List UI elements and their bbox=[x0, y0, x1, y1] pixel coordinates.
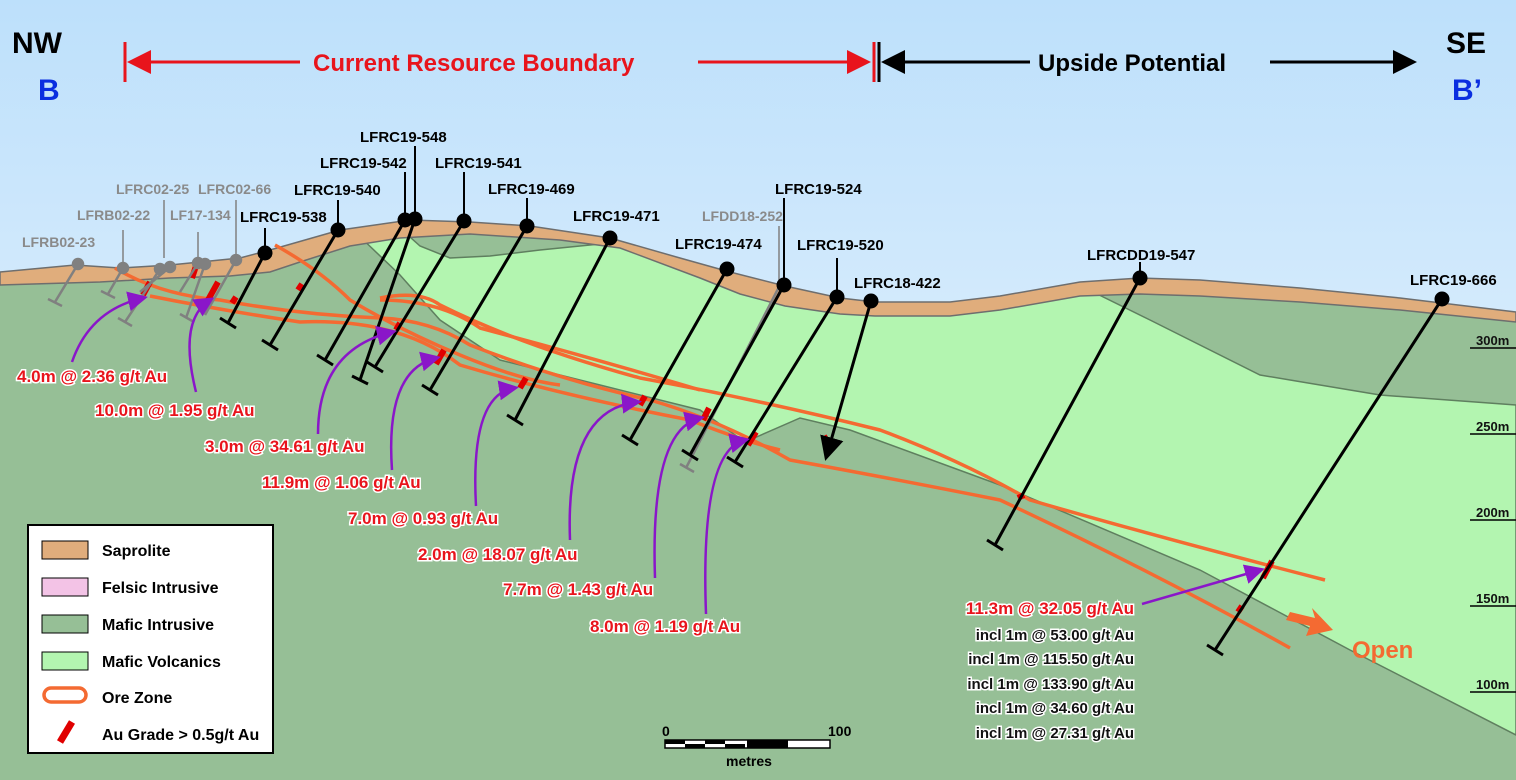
scale_bar-unit: metres bbox=[726, 753, 772, 769]
open-label: Open bbox=[1352, 637, 1413, 664]
intercept-arrows bbox=[70, 291, 1265, 615]
upside-label: Upside Potential bbox=[1038, 50, 1226, 77]
legend-1-label: Felsic Intrusive bbox=[102, 580, 219, 597]
resource-boundary-label: Current Resource Boundary bbox=[313, 50, 635, 77]
drillholes-active-11: LFRCDD19-547 bbox=[1087, 247, 1195, 264]
intercepts-8: 11.3m @ 32.05 g/t Au bbox=[966, 599, 1134, 618]
intercepts-7: 8.0m @ 1.19 g/t Au bbox=[590, 617, 740, 636]
depth-300: 300m bbox=[1476, 333, 1509, 348]
b-prime-label: B’ bbox=[1452, 74, 1482, 107]
scale-bar: 0 100 metres bbox=[662, 723, 852, 769]
intercepts-3: 11.9m @ 1.06 g/t Au bbox=[262, 473, 421, 492]
depth-250: 250m bbox=[1476, 419, 1509, 434]
drillholes-active-10: LFRC18-422 bbox=[854, 275, 941, 292]
drillholes-active-2: LFRC19-542 bbox=[320, 155, 407, 172]
drillholes-historic-2: LFRC02-25 bbox=[116, 181, 189, 197]
drillholes-active-3: LFRC19-548 bbox=[360, 129, 447, 146]
se-label: SE bbox=[1446, 27, 1486, 60]
depth-150: 150m bbox=[1476, 591, 1509, 606]
intercepts-2: 3.0m @ 34.61 g/t Au bbox=[205, 437, 365, 456]
scale_bar-end: 100 bbox=[828, 723, 852, 739]
nw-label: NW bbox=[12, 27, 63, 60]
intercepts-4: 7.0m @ 0.93 g/t Au bbox=[348, 509, 498, 528]
drillholes-active-8: LFRC19-524 bbox=[775, 181, 862, 198]
drillhole-labels: LFRC19-538 LFRC19-540 LFRC19-542 LFRC19-… bbox=[22, 129, 1497, 292]
open-arrow-icon bbox=[1286, 608, 1333, 636]
b-label: B bbox=[38, 74, 60, 107]
legend: Saprolite Felsic Intrusive Mafic Intrusi… bbox=[27, 524, 274, 754]
drillholes bbox=[219, 146, 1450, 657]
depth-scale bbox=[1470, 347, 1516, 693]
includes-1: incl 1m @ 115.50 g/t Au bbox=[968, 651, 1134, 668]
legend-4-label: Ore Zone bbox=[102, 690, 172, 707]
depth-100: 100m bbox=[1476, 677, 1509, 692]
drillholes-historic-5: LFDD18-252 bbox=[702, 208, 783, 224]
drillholes-active-5: LFRC19-469 bbox=[488, 181, 575, 198]
upside-arrow bbox=[877, 42, 1417, 82]
drillholes-active-12: LFRC19-666 bbox=[1410, 272, 1497, 289]
legend-0-label: Saprolite bbox=[102, 543, 171, 560]
includes-4: incl 1m @ 27.31 g/t Au bbox=[976, 725, 1134, 742]
intercepts-0: 4.0m @ 2.36 g/t Au bbox=[17, 367, 167, 386]
depth-200: 200m bbox=[1476, 505, 1509, 520]
drillholes-historic-0: LFRB02-23 bbox=[22, 234, 95, 250]
intercepts-1: 10.0m @ 1.95 g/t Au bbox=[95, 401, 255, 420]
drillholes-active-0: LFRC19-538 bbox=[240, 209, 327, 226]
includes-0: incl 1m @ 53.00 g/t Au bbox=[976, 627, 1134, 644]
legend-5-label: Au Grade > 0.5g/t Au bbox=[102, 727, 259, 744]
includes-2: incl 1m @ 133.90 g/t Au bbox=[967, 676, 1134, 693]
drillholes-active-1: LFRC19-540 bbox=[294, 182, 381, 199]
includes-3: incl 1m @ 34.60 g/t Au bbox=[976, 700, 1134, 717]
drillholes-active-4: LFRC19-541 bbox=[435, 155, 522, 172]
drillholes-historic-3: LF17-134 bbox=[170, 207, 231, 223]
intercept-labels: 4.0m @ 2.36 g/t Au 10.0m @ 1.95 g/t Au 3… bbox=[16, 366, 1136, 744]
drillholes-historic-1: LFRB02-22 bbox=[77, 207, 150, 223]
drillholes-active-7: LFRC19-474 bbox=[675, 236, 762, 253]
intercepts-5: 2.0m @ 18.07 g/t Au bbox=[418, 545, 578, 564]
drillholes-active-9: LFRC19-520 bbox=[797, 237, 884, 254]
drillholes-historic-4: LFRC02-66 bbox=[198, 181, 271, 197]
ore-zones bbox=[114, 243, 1326, 650]
drillholes-active-6: LFRC19-471 bbox=[573, 208, 660, 225]
resource-boundary-arrow bbox=[123, 42, 876, 82]
intercepts-6: 7.7m @ 1.43 g/t Au bbox=[503, 580, 653, 599]
legend-3-label: Mafic Volcanics bbox=[102, 654, 221, 671]
scale_bar-start: 0 bbox=[662, 723, 670, 739]
legend-2-label: Mafic Intrusive bbox=[102, 617, 214, 634]
